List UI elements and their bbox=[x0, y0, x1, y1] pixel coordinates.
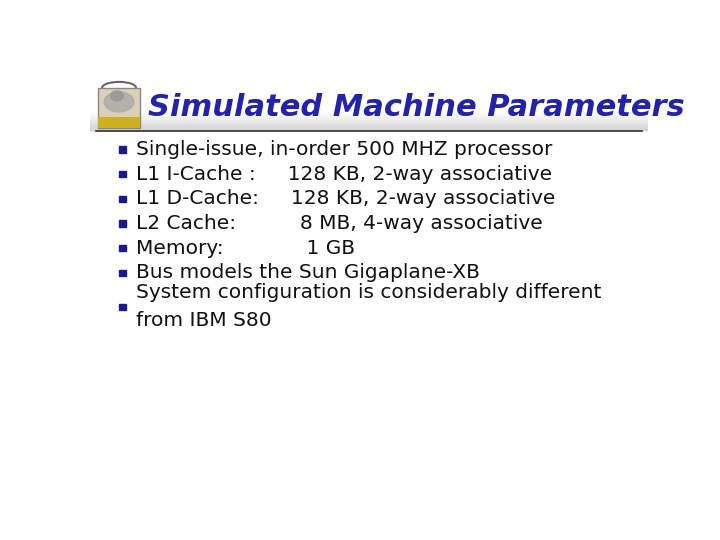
Text: L2 Cache:          8 MB, 4-way associative: L2 Cache: 8 MB, 4-way associative bbox=[137, 214, 544, 233]
FancyBboxPatch shape bbox=[120, 195, 126, 202]
Ellipse shape bbox=[104, 92, 134, 112]
FancyBboxPatch shape bbox=[98, 88, 140, 128]
FancyBboxPatch shape bbox=[120, 245, 126, 251]
FancyBboxPatch shape bbox=[120, 220, 126, 226]
Ellipse shape bbox=[111, 91, 123, 101]
FancyBboxPatch shape bbox=[120, 146, 126, 153]
FancyBboxPatch shape bbox=[120, 171, 126, 177]
Text: Simulated Machine Parameters: Simulated Machine Parameters bbox=[148, 93, 685, 123]
FancyBboxPatch shape bbox=[120, 303, 126, 309]
Text: Memory:             1 GB: Memory: 1 GB bbox=[137, 239, 356, 258]
Text: L1 D-Cache:     128 KB, 2-way associative: L1 D-Cache: 128 KB, 2-way associative bbox=[137, 190, 556, 208]
Text: Single-issue, in-order 500 MHZ processor: Single-issue, in-order 500 MHZ processor bbox=[137, 140, 553, 159]
FancyBboxPatch shape bbox=[120, 269, 126, 276]
Text: Bus models the Sun Gigaplane-XB: Bus models the Sun Gigaplane-XB bbox=[137, 263, 480, 282]
Text: L1 I-Cache :     128 KB, 2-way associative: L1 I-Cache : 128 KB, 2-way associative bbox=[137, 165, 553, 184]
Text: System configuration is considerably different
from IBM S80: System configuration is considerably dif… bbox=[137, 284, 602, 330]
FancyBboxPatch shape bbox=[98, 117, 140, 128]
